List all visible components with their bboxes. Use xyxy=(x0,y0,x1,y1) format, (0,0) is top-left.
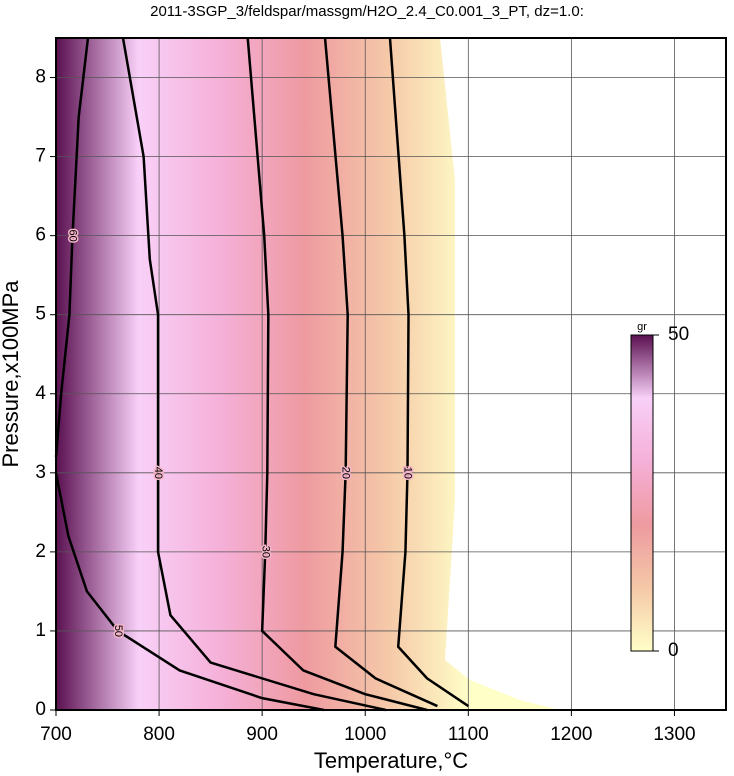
plot-frame xyxy=(55,37,727,711)
y-tick-label: 4 xyxy=(35,383,46,404)
y-tick-label: 3 xyxy=(35,462,46,483)
y-tick-label: 2 xyxy=(35,541,46,562)
chart-title: 2011-3SGP_3/feldspar/massgm/H2O_2.4_C0.0… xyxy=(150,3,584,20)
contour-label: 60 xyxy=(67,230,79,242)
colorbar-tick-label: 50 xyxy=(668,324,689,345)
colorbar-tick-label: 0 xyxy=(668,640,679,661)
y-tick-label: 5 xyxy=(35,304,46,325)
contour-label: 20 xyxy=(340,467,352,479)
contour-line xyxy=(246,37,428,712)
colorbar-label: gr xyxy=(637,321,647,333)
y-tick-label: 6 xyxy=(35,225,46,246)
contour-label: 10 xyxy=(402,467,414,479)
contour-line xyxy=(388,37,470,708)
contour-label: 30 xyxy=(259,546,271,558)
x-tick-label: 1300 xyxy=(653,724,695,745)
x-axis-label: Temperature,°C xyxy=(314,748,468,773)
contour-line xyxy=(121,37,387,712)
contour-label: 40 xyxy=(152,467,164,479)
x-tick-label: 800 xyxy=(143,724,175,745)
x-tick-label: 900 xyxy=(246,724,278,745)
y-tick-label: 0 xyxy=(35,699,46,720)
y-tick-label: 1 xyxy=(35,620,46,641)
field-fill xyxy=(56,38,560,710)
colorbar xyxy=(630,334,654,652)
y-tick-label: 8 xyxy=(35,67,46,88)
x-tick-label: 1200 xyxy=(550,724,592,745)
contour-line xyxy=(323,37,438,708)
y-axis-label: Pressure,x100MPa xyxy=(0,280,23,468)
contour-line xyxy=(54,37,90,458)
contour-line xyxy=(54,472,325,712)
y-tick-label: 7 xyxy=(35,146,46,167)
x-tick-label: 700 xyxy=(40,724,72,745)
x-tick-label: 1000 xyxy=(344,724,386,745)
x-tick-label: 1100 xyxy=(448,724,489,745)
contour-label: 50 xyxy=(112,625,124,637)
